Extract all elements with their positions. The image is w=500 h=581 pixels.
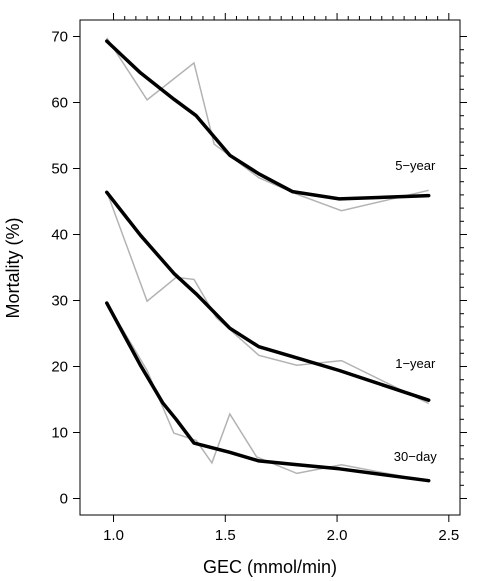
y-tick-label: 0: [60, 491, 68, 508]
series-labels: 5−year 1−year 30−day: [394, 158, 438, 464]
observed-lines: [106, 37, 430, 483]
smoothed-line-1-year: [105, 190, 431, 402]
x-tick-label: 1.5: [215, 527, 236, 544]
observed-line-5-year: [106, 37, 429, 212]
smoothed-line-30-day: [105, 301, 431, 483]
y-tick-label: 60: [51, 95, 68, 112]
y-tick-label: 50: [51, 161, 68, 178]
plot-frame: [79, 19, 461, 516]
observed-line-1-year: [106, 191, 430, 405]
y-tick-label: 30: [51, 293, 68, 310]
x-tick-label: 1.0: [103, 527, 124, 544]
series-label: 1−year: [395, 356, 436, 371]
y-tick-label: 70: [51, 29, 68, 46]
series-label: 30−day: [394, 449, 438, 464]
smoothed-lines: [105, 39, 431, 483]
series-label: 5−year: [395, 158, 436, 173]
y-tick-label: 20: [51, 359, 68, 376]
smoothed-line-5-year: [105, 39, 431, 201]
axis-tick-labels: 0 10 20 30 40 50 60 70 1.0 1.5 2.0 2.5: [51, 29, 459, 545]
axis-ticks: [73, 13, 467, 522]
y-tick-label: 10: [51, 425, 68, 442]
x-tick-label: 2.5: [438, 527, 459, 544]
x-axis-title: GEC (mmol/min): [203, 557, 337, 577]
x-tick-label: 2.0: [327, 527, 348, 544]
y-tick-label: 40: [51, 227, 68, 244]
y-axis-title: Mortality (%): [3, 217, 23, 318]
